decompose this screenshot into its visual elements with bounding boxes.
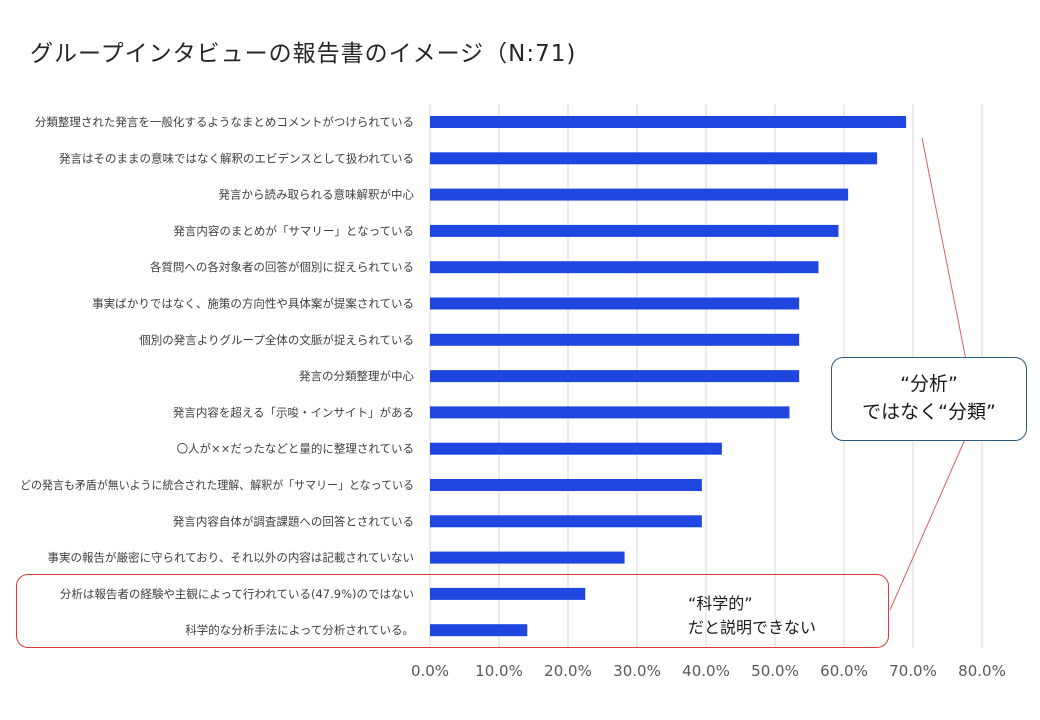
category-label: 分類整理された発言を一般化するようなまとめコメントがつけられている — [35, 115, 414, 129]
connector-line-top — [921, 137, 967, 361]
bar — [430, 551, 625, 564]
science-highlight-box — [16, 574, 889, 648]
analysis-callout: “分析” ではなく“分類” — [831, 357, 1027, 441]
category-label: 個別の発言よりグループ全体の文脈が捉えられている — [139, 333, 414, 347]
category-label: 事実の報告が厳密に守られており、それ以外の内容は記載されていない — [47, 551, 414, 565]
category-label: 発言内容自体が調査課題への回答とされている — [173, 514, 414, 528]
category-label: 発言内容のまとめが「サマリー」となっている — [173, 224, 414, 238]
callout-connectors — [889, 137, 967, 611]
x-tick-label: 50.0% — [751, 662, 799, 680]
bar — [430, 297, 800, 310]
bars — [430, 116, 907, 637]
category-label: 事実ばかりではなく、施策の方向性や具体案が提案されている — [92, 297, 414, 311]
category-label: 科学的な分析手法によって分析されている。 — [185, 623, 414, 637]
bar — [430, 515, 702, 528]
x-tick-label: 30.0% — [613, 662, 661, 680]
category-label: 発言内容を超える「示唆・インサイト」がある — [173, 405, 414, 419]
bar — [430, 479, 702, 491]
science-callout: “科学的” だと説明できない — [688, 592, 816, 640]
analysis-callout-line1: “分析” — [900, 373, 958, 395]
x-tick-label: 80.0% — [958, 662, 1006, 680]
category-label: 分析は報告者の経験や主観によって行われている(47.9%)のではない — [60, 587, 414, 601]
bar — [430, 370, 800, 383]
bar — [430, 406, 790, 419]
x-tick-label: 20.0% — [544, 662, 592, 680]
analysis-callout-line2: ではなく“分類” — [862, 401, 996, 423]
x-tick-label: 70.0% — [889, 662, 937, 680]
category-labels: 分類整理された発言を一般化するようなまとめコメントがつけられている発言はそのまま… — [20, 115, 414, 637]
category-label: どの発言も矛盾が無いように統合された理解、解釈が「サマリー」となっている — [20, 478, 414, 492]
category-label: 発言はそのままの意味ではなく解釈のエビデンスとして扱われている — [59, 151, 414, 165]
bar — [430, 152, 878, 165]
x-tick-label: 40.0% — [682, 662, 730, 680]
bar — [430, 587, 586, 600]
x-tick-label: 60.0% — [820, 662, 868, 680]
connector-line-bottom — [889, 436, 967, 611]
chart-title: グループインタビューの報告書のイメージ（N:71) — [30, 41, 577, 67]
bar — [430, 116, 907, 128]
x-tick-label: 10.0% — [475, 662, 523, 680]
category-label: 発言の分類整理が中心 — [299, 369, 414, 383]
x-tick-label: 0.0% — [411, 662, 449, 680]
science-callout-line1: “科学的” — [688, 594, 753, 613]
category-label: 発言から読み取られる意味解釈が中心 — [219, 188, 415, 202]
science-callout-line2: だと説明できない — [688, 618, 817, 637]
bar — [430, 188, 849, 201]
bar — [430, 224, 839, 237]
category-label: 〇人が××だったなどと量的に整理されている — [177, 442, 414, 456]
bar — [430, 442, 722, 455]
bar — [430, 261, 819, 274]
category-label: 各質問への各対象者の回答が個別に捉えられている — [150, 260, 414, 274]
bar — [430, 624, 528, 637]
bar — [430, 333, 800, 346]
x-axis-tick-labels: 0.0% 10.0% 20.0% 30.0% 40.0% 50.0% 60.0% 70.0% 8… — [411, 662, 1006, 680]
